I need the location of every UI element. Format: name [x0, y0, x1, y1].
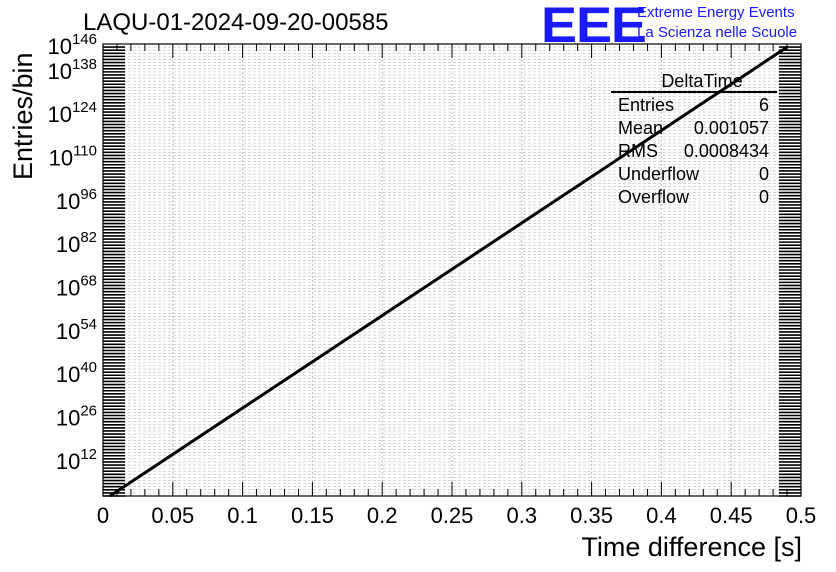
y-tick-label: 10138	[47, 56, 97, 84]
x-tick-label: 0	[97, 503, 109, 528]
y-tick-label: 10124	[47, 99, 97, 127]
y-tick-label: 1096	[56, 186, 97, 214]
x-tick-label: 0.15	[291, 503, 334, 528]
stats-row-overflow: Overflow 0	[611, 186, 777, 209]
y-axis-label: Entries/bin	[8, 52, 38, 180]
stats-row-entries: Entries 6	[611, 94, 777, 117]
stats-value: 6	[758, 95, 769, 115]
x-tick-label: 0.05	[151, 503, 194, 528]
eee-logo: EEE	[541, 0, 647, 53]
x-tick-label: 0.5	[786, 503, 817, 528]
x-tick-label: 0.3	[507, 503, 538, 528]
x-tick-label: 0.25	[431, 503, 474, 528]
stats-label: Mean	[618, 118, 664, 138]
chart-title: LAQU-01-2024-09-20-00585	[83, 9, 389, 36]
stats-value: 0.0008434	[683, 141, 769, 161]
x-tick-label: 0.4	[646, 503, 677, 528]
y-tick-label: 1068	[56, 272, 97, 300]
y-tick-label: 1054	[56, 316, 97, 344]
x-tick-label: 0.1	[227, 503, 258, 528]
stats-label: Overflow	[618, 187, 690, 207]
data-line	[109, 45, 788, 498]
stats-label: Entries	[618, 95, 675, 115]
stats-value: 0	[758, 164, 769, 184]
y-tick-label: 1040	[56, 359, 97, 387]
stats-value: 0.001057	[693, 118, 769, 138]
x-tick-label: 0.35	[570, 503, 613, 528]
x-tick-label: 0.2	[367, 503, 398, 528]
y-tick-label: 10146	[47, 31, 97, 59]
stats-label: RMS	[618, 141, 658, 161]
logo-line-2: La Scienza nelle Scuole	[637, 24, 798, 41]
stats-box: DeltaTime Entries 6 Mean 0.001057 RMS 0.…	[611, 71, 777, 209]
stats-value: 0	[758, 187, 769, 207]
y-tick-label: 1082	[56, 229, 97, 257]
x-tick-label: 0.45	[710, 503, 753, 528]
y-tick-label: 1012	[56, 446, 97, 474]
logo-line-1: Extreme Energy Events	[637, 4, 795, 21]
y-tick-label: 10110	[49, 142, 97, 170]
stats-row-rms: RMS 0.0008434	[611, 140, 777, 163]
stats-label: Underflow	[618, 164, 700, 184]
stats-name: DeltaTime	[661, 71, 743, 91]
stats-row-underflow: Underflow 0	[611, 163, 777, 186]
y-tick-label: 1026	[56, 403, 97, 431]
stats-divider	[611, 91, 777, 93]
x-axis-label: Time difference [s]	[581, 532, 802, 562]
stats-row-mean: Mean 0.001057	[611, 117, 777, 140]
